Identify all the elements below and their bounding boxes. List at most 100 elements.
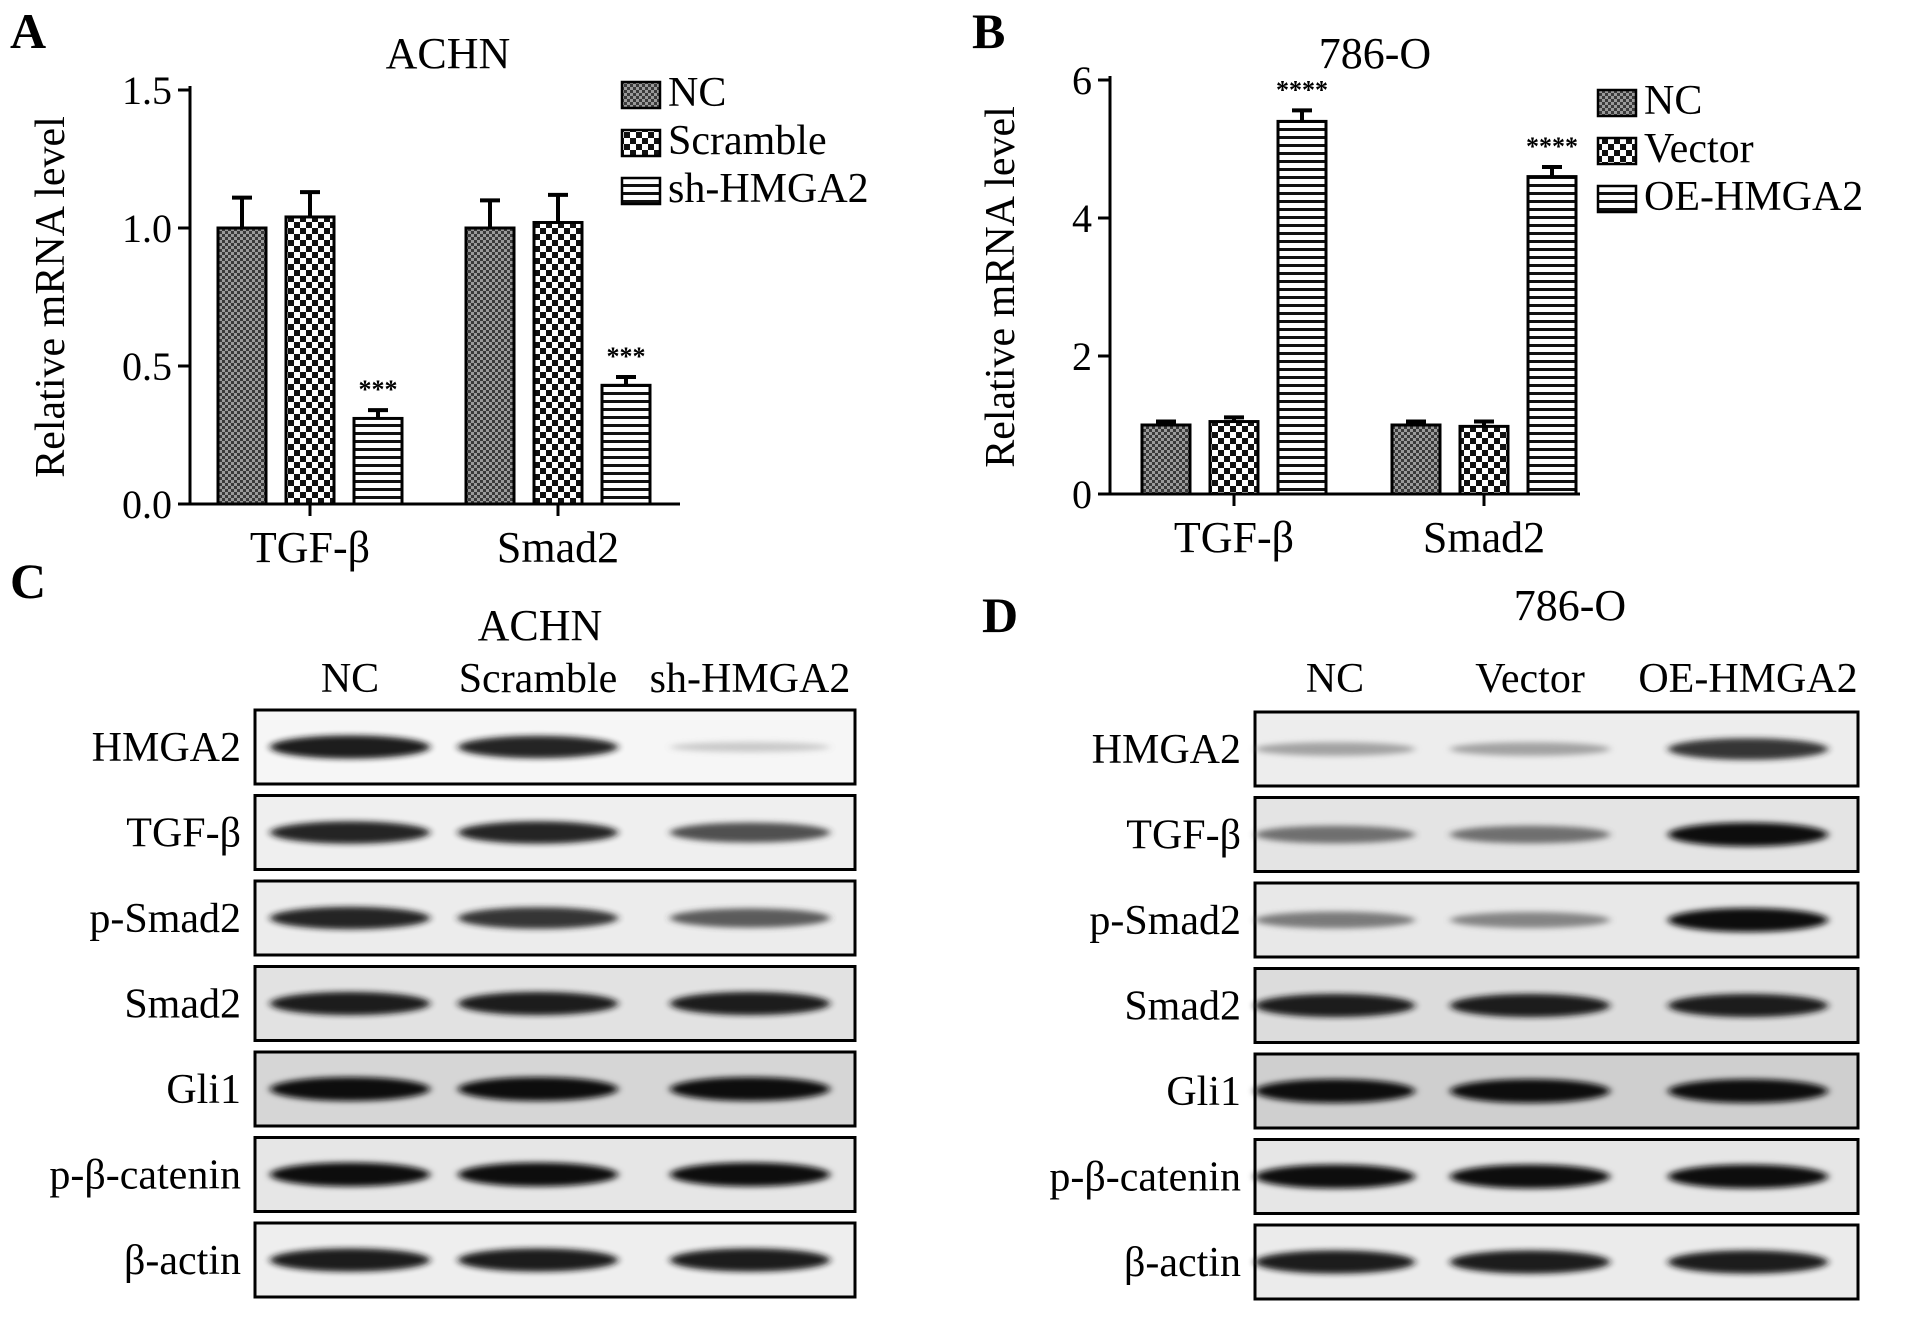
blot-row-label: TGF-β [1126,813,1241,859]
blot-band [270,906,430,930]
blot-band [670,1248,830,1272]
blot-band [1668,1164,1828,1189]
legend-swatch [1596,136,1638,166]
bar [1526,175,1578,496]
legend-entry: Scramble [668,118,827,164]
blot-band [1450,1079,1610,1103]
blot-band [1450,825,1610,844]
blot-band [458,991,618,1016]
panel-letter-b: B [972,3,1005,59]
panel-letter-d: D [982,587,1018,643]
y-axis-label: Relative mRNA level [28,116,74,478]
blot-row-label: Gli1 [166,1067,241,1113]
y-axis-label: Relative mRNA level [978,106,1024,468]
legend-entry: Vector [1644,126,1754,172]
legend-entry: NC [668,70,726,116]
blot-band [1255,742,1415,756]
blot-band [1668,908,1828,932]
legend-swatch [1596,88,1638,118]
legend-swatch [620,176,662,206]
blot-band [458,907,618,929]
y-tick-label: 6 [1072,58,1092,103]
blot-row-label: Gli1 [1166,1069,1241,1115]
blot-band [670,1077,830,1101]
lane-label: OE-HMGA2 [1638,656,1857,702]
bar [1276,119,1328,496]
blot-band [1668,993,1828,1018]
bar [1390,423,1442,496]
blot-band [1450,742,1610,756]
blot-row-label: β-actin [1124,1240,1241,1286]
blot-row-label: p-β-catenin [49,1153,241,1199]
blot-band [270,1162,430,1187]
blot-band [670,742,830,752]
significance-label: **** [1276,75,1328,104]
y-tick-label: 0.0 [122,482,172,527]
significance-label: **** [1526,132,1578,161]
blot-band [1255,1250,1415,1274]
y-tick-label: 2 [1072,334,1092,379]
significance-label: *** [359,375,398,404]
blot-band [1450,912,1610,928]
blot-band [1450,1250,1610,1274]
bar [352,416,404,506]
blot-band [458,735,618,759]
lane-label: sh-HMGA2 [650,656,851,702]
blot-band [1450,993,1610,1018]
lane-label: NC [321,656,379,702]
blot-band [1450,1164,1610,1189]
blot-row-label: p-Smad2 [1089,898,1241,944]
y-tick-label: 0 [1072,472,1092,517]
lane-label: NC [1306,656,1364,702]
blot-row-label: p-Smad2 [89,896,241,942]
blot-band [1255,1164,1415,1189]
panel-letter-c: C [10,553,46,609]
blot-band [270,1077,430,1101]
blot-band [1255,825,1415,844]
blot-band [1668,738,1828,760]
bar [600,383,652,506]
bar [1140,423,1192,496]
bar-chart-b: 786-O Relative mRNA level 0 2 4 6 TGF-β Smad2 **… [978,29,1863,562]
x-tick-label: Smad2 [1423,513,1545,562]
blot-band [270,821,430,844]
bar [1458,424,1510,496]
bar [1208,420,1260,496]
blot-row-label: HMGA2 [1092,727,1241,773]
legend-entry: OE-HMGA2 [1644,174,1863,220]
blot-band [458,1077,618,1101]
significance-label: *** [607,342,646,371]
blot-band [670,991,830,1016]
chart-title: 786-O [1319,29,1431,78]
blot-band [1668,1079,1828,1103]
legend-swatch [620,128,662,158]
chart-title: ACHN [386,29,511,78]
x-tick-label: TGF-β [1174,513,1294,562]
panel-letter-a: A [10,3,46,59]
blot-row-label: Smad2 [1124,984,1241,1030]
blot-band [270,991,430,1016]
blot-row-label: Smad2 [124,982,241,1028]
bar [216,226,268,506]
blot-row-label: p-β-catenin [1049,1155,1241,1201]
y-tick-label: 4 [1072,196,1092,241]
lane-label: Scramble [459,656,618,702]
blot-band [270,1248,430,1272]
blot-row-label: β-actin [124,1238,241,1284]
blot-band [1668,822,1828,847]
bar [464,226,516,506]
blot-band [1255,993,1415,1018]
legend-entry: NC [1644,78,1702,124]
blot-band [270,735,430,759]
blot-band [670,822,830,843]
western-blot-d: 786-O NC Vector OE-HMGA2 HMGA2 TGF-β p-Smad2 Sm… [1049,581,1860,1301]
western-blot-c: ACHN NC Scramble sh-HMGA2 HMGA2 TGF-β p-Smad2 S… [49,601,857,1299]
blot-cell-line: 786-O [1514,581,1626,630]
blot-row-label: HMGA2 [92,725,241,771]
lane-label: Vector [1475,656,1585,702]
legend-swatch [620,80,662,110]
blot-band [1255,911,1415,929]
blot-band [670,908,830,928]
x-tick-label: Smad2 [497,523,619,572]
